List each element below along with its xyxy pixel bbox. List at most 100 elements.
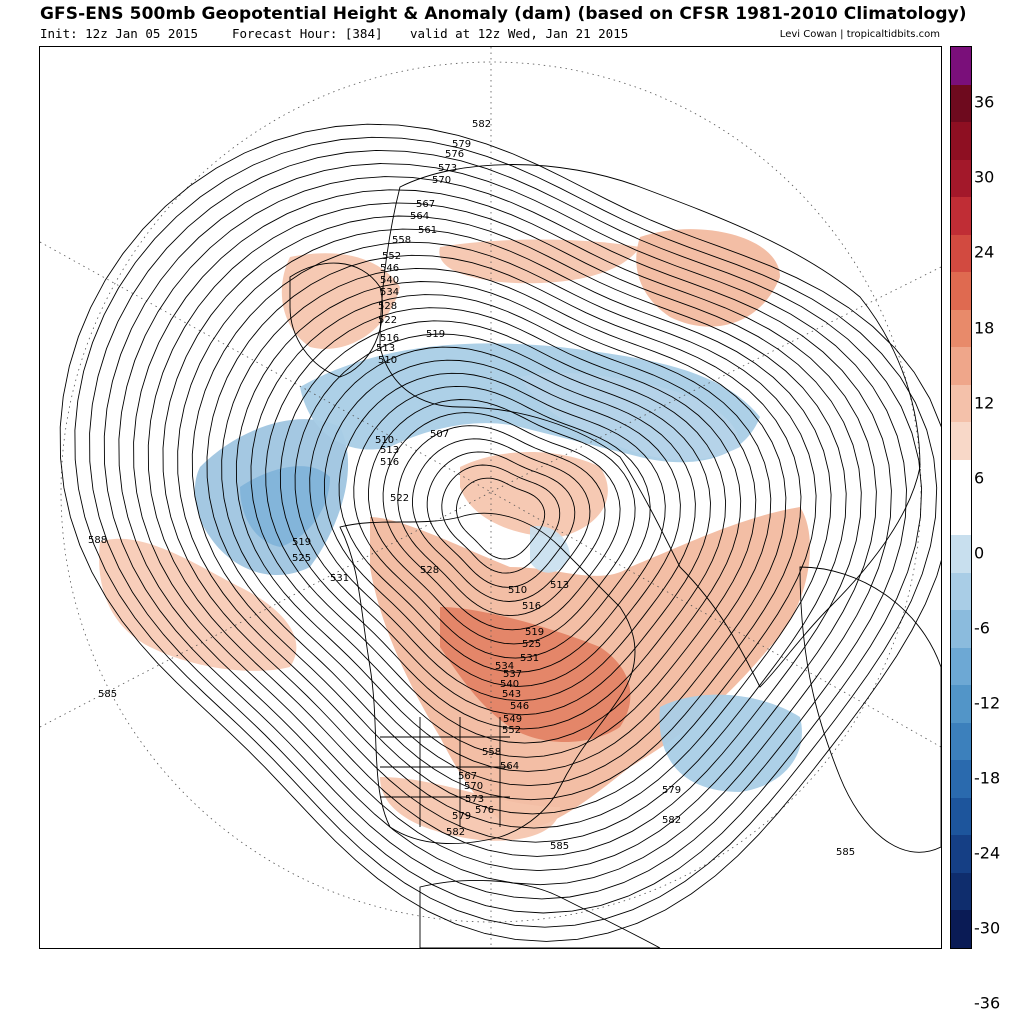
height-label: 516 xyxy=(522,601,541,612)
coastlines xyxy=(289,164,941,948)
map-panel: 582 579 576 573 570 567 564 561 558 552 546 540 534 5… xyxy=(39,46,942,949)
height-contour xyxy=(221,267,787,787)
colorbar-tick-label: -12 xyxy=(974,693,1001,713)
anomaly-scandinavia xyxy=(439,239,640,284)
anomaly-hudson xyxy=(530,526,570,573)
height-contour xyxy=(397,425,606,617)
colorbar-segment xyxy=(951,422,971,461)
colorbar-tick-label: 30 xyxy=(974,167,995,187)
colorbar-tick-label: 36 xyxy=(974,92,995,112)
height-label: 546 xyxy=(510,701,529,712)
colorbar-segment xyxy=(951,535,971,574)
colorbar-segment xyxy=(951,572,971,611)
height-label: 579 xyxy=(452,139,471,150)
height-contour xyxy=(353,385,651,659)
colorbar-segment xyxy=(951,197,971,236)
height-contour xyxy=(382,412,621,631)
forecast-hour: Forecast Hour: [384] xyxy=(232,26,383,41)
height-contour xyxy=(191,241,817,815)
colorbar-tick-label: -6 xyxy=(974,618,990,638)
height-label: 564 xyxy=(410,211,429,222)
height-label: 528 xyxy=(378,301,397,312)
height-contour xyxy=(162,215,847,843)
height-contour xyxy=(74,136,938,928)
anomaly-map: 5825795765735705675645615585525465405345… xyxy=(40,47,941,948)
height-label: 567 xyxy=(416,199,435,210)
colorbar-segment xyxy=(951,610,971,649)
height-label: 585 xyxy=(550,841,569,852)
height-label: 582 xyxy=(662,815,681,826)
height-contour xyxy=(441,464,561,574)
height-label: 519 xyxy=(426,329,445,340)
colorbar-segment xyxy=(951,797,971,836)
height-label: 540 xyxy=(500,679,519,690)
height-label: 531 xyxy=(330,573,349,584)
colorbar-tick-label: 18 xyxy=(974,318,995,338)
height-label: 579 xyxy=(662,785,681,796)
colorbar-segment xyxy=(951,309,971,348)
height-label: 507 xyxy=(430,429,449,440)
height-label: 543 xyxy=(502,689,521,700)
height-label: 558 xyxy=(482,747,501,758)
colorbar-segment xyxy=(951,272,971,311)
colorbar-tick-label: 6 xyxy=(974,468,985,488)
height-contour xyxy=(294,333,711,716)
colorbar-tick-label: 0 xyxy=(974,543,985,563)
height-contour xyxy=(338,372,666,673)
height-contour xyxy=(235,281,772,772)
meridian-line xyxy=(490,491,941,748)
height-label: 516 xyxy=(380,457,399,468)
south-america-coast xyxy=(419,880,661,948)
height-label: 582 xyxy=(446,827,465,838)
height-label: 534 xyxy=(380,287,399,298)
height-label: 558 xyxy=(392,235,411,246)
colorbar-segment xyxy=(951,459,971,498)
anomaly-greenland xyxy=(281,253,400,349)
height-label: 549 xyxy=(503,714,522,725)
height-label: 534 xyxy=(495,661,514,672)
colorbar-segment xyxy=(951,122,971,161)
map-title: GFS-ENS 500mb Geopotential Height & Anom… xyxy=(40,4,967,24)
colorbar-tick-label: 24 xyxy=(974,242,995,262)
height-label: 522 xyxy=(390,493,409,504)
meridian-line xyxy=(40,491,492,728)
height-label: 522 xyxy=(378,315,397,326)
height-label: 564 xyxy=(500,761,519,772)
height-label: 531 xyxy=(520,653,539,664)
height-contour xyxy=(118,176,892,886)
height-label: 552 xyxy=(382,251,401,262)
colorbar-segment xyxy=(951,760,971,799)
height-contour xyxy=(133,189,877,872)
parallel-line xyxy=(60,61,922,923)
height-contour xyxy=(206,254,802,801)
credit: Levi Cowan | tropicaltidbits.com xyxy=(779,29,940,40)
height-label: 585 xyxy=(98,689,117,700)
height-label: 567 xyxy=(458,771,477,782)
height-label: 525 xyxy=(522,639,541,650)
height-label: 588 xyxy=(88,535,107,546)
height-label: 540 xyxy=(380,275,399,286)
height-contour xyxy=(103,163,907,900)
colorbar-segment xyxy=(951,159,971,198)
height-contour xyxy=(250,294,757,758)
colorbar-segment xyxy=(951,497,971,536)
height-contour xyxy=(412,438,591,602)
colorbar-segment xyxy=(951,835,971,874)
height-label: 513 xyxy=(376,343,395,354)
height-label: 546 xyxy=(380,263,399,274)
height-label: 519 xyxy=(525,627,544,638)
height-label: 570 xyxy=(464,781,483,792)
height-label: 519 xyxy=(292,537,311,548)
height-label: 573 xyxy=(465,794,484,805)
height-contour-labels: 5825795765735705675645615585525465405345… xyxy=(88,119,855,858)
height-label: 552 xyxy=(502,725,521,736)
height-label: 510 xyxy=(375,435,394,446)
colorbar-segment xyxy=(951,47,971,86)
height-label: 570 xyxy=(432,175,451,186)
height-contour xyxy=(265,307,742,744)
height-label: 561 xyxy=(418,225,437,236)
height-label: 510 xyxy=(508,585,527,596)
colorbar-tick-label: 12 xyxy=(974,393,995,413)
height-label: 516 xyxy=(380,333,399,344)
height-contour xyxy=(323,359,681,687)
